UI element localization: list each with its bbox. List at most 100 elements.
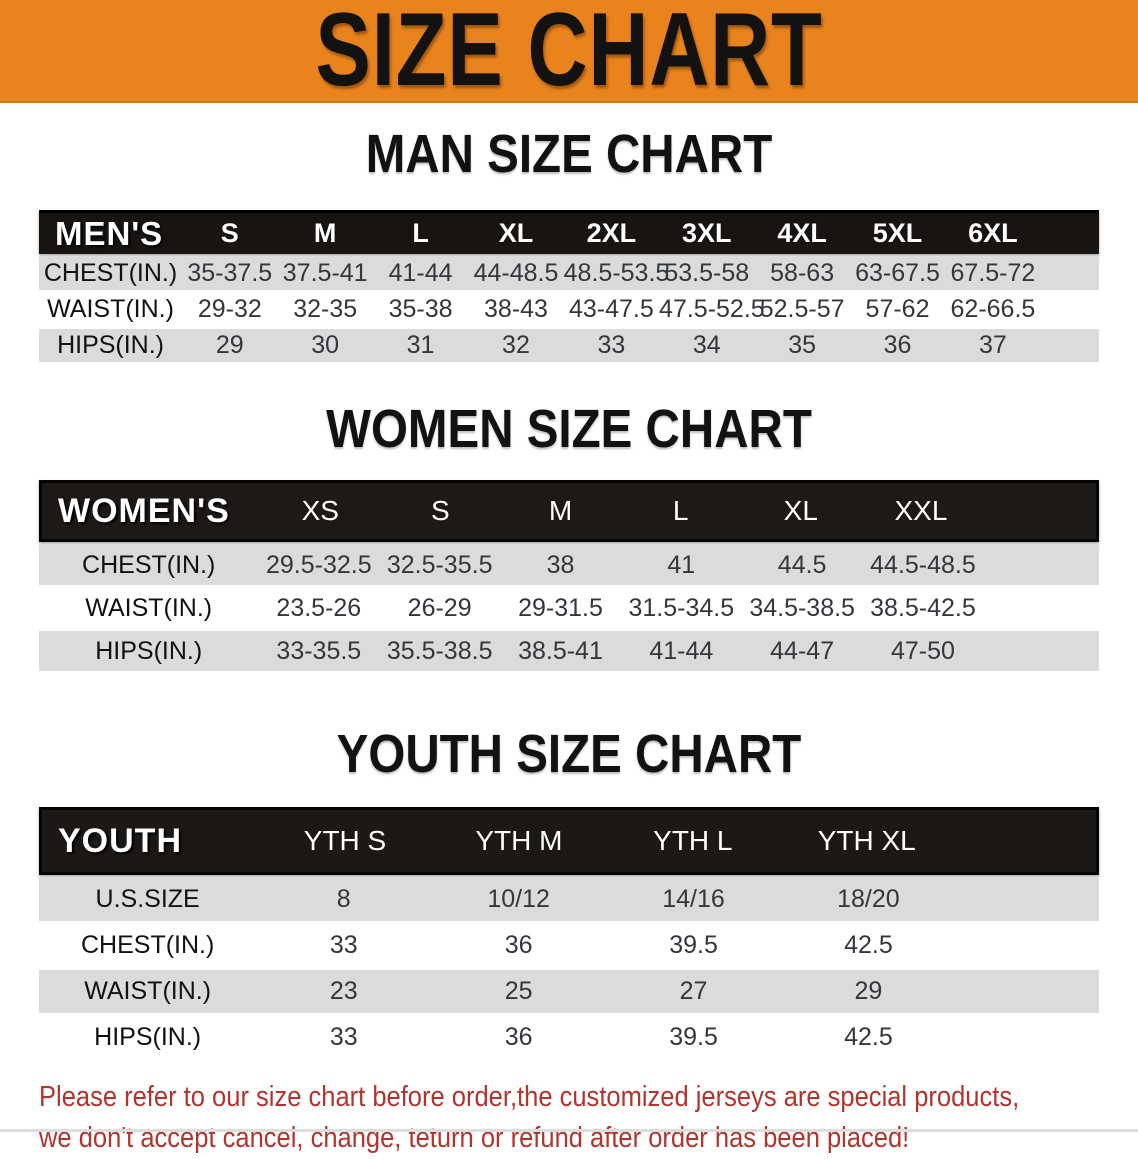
- table-cell: 29-31.5: [518, 593, 603, 622]
- table-cell: 30: [311, 331, 340, 359]
- men-size-table: MEN'S S M L XL 2XL 3XL 4XL 5XL 6XL CHEST…: [39, 210, 1099, 362]
- men-table-header-row: MEN'S S M L XL 2XL 3XL 4XL 5XL 6XL: [39, 210, 1099, 254]
- column-header: 6XL: [968, 218, 1018, 248]
- table-cell: 63-67.5: [855, 259, 940, 287]
- table-cell: 34.5-38.5: [749, 593, 855, 622]
- page-title: SIZE CHART: [315, 0, 823, 108]
- row-label: U.S.SIZE: [95, 885, 200, 913]
- table-cell: 23.5-26: [276, 593, 362, 622]
- youth-waist-row: WAIST(IN.) 23 25 27 29: [39, 970, 1099, 1013]
- row-label: HIPS(IN.): [57, 331, 165, 359]
- table-cell: 58-63: [770, 259, 835, 287]
- men-table-title: MEN'S: [55, 214, 164, 252]
- table-cell: 38: [546, 550, 575, 579]
- table-cell: 35: [788, 331, 817, 359]
- table-cell: 44-47: [770, 636, 835, 665]
- table-cell: 44-48.5: [473, 259, 559, 287]
- men-heading-text: MAN SIZE CHART: [365, 124, 773, 184]
- column-header: YTH M: [475, 825, 563, 856]
- table-cell: 32-35: [293, 295, 358, 323]
- table-cell: 42.5: [844, 931, 893, 959]
- column-header: YTH XL: [817, 825, 916, 856]
- banner: SIZE CHART: [0, 0, 1138, 103]
- women-heading-text: WOMEN SIZE CHART: [326, 399, 812, 459]
- column-header: S: [220, 218, 239, 248]
- column-header: XL: [498, 218, 534, 248]
- table-cell: 38.5-41: [518, 636, 603, 665]
- men-waist-row: WAIST(IN.) 29-32 32-35 35-38 38-43 43-47…: [39, 293, 1099, 326]
- table-cell: 41-44: [649, 636, 714, 665]
- table-cell: 41: [667, 550, 696, 579]
- column-header: L: [672, 495, 689, 526]
- table-cell: 29: [854, 977, 883, 1005]
- table-cell: 47.5-52.5: [659, 295, 765, 323]
- men-section-heading: MAN SIZE CHART: [0, 123, 1138, 185]
- women-table-header-row: WOMEN'S XS S M L XL XXL: [39, 480, 1099, 542]
- youth-section-heading: YOUTH SIZE CHART: [0, 723, 1138, 785]
- youth-heading-text: YOUTH SIZE CHART: [336, 724, 802, 784]
- table-cell: 8: [336, 885, 351, 913]
- table-cell: 32: [502, 331, 530, 359]
- table-cell: 62-66.5: [950, 295, 1036, 323]
- column-header: XXL: [894, 495, 948, 526]
- row-label: HIPS(IN.): [94, 1023, 202, 1051]
- women-section-heading: WOMEN SIZE CHART: [0, 398, 1138, 460]
- youth-table-header-row: YOUTH YTH S YTH M YTH L YTH XL: [39, 807, 1099, 875]
- table-cell: 53.5-58: [664, 259, 750, 287]
- table-cell: 31.5-34.5: [628, 593, 735, 622]
- table-cell: 35.5-38.5: [386, 636, 493, 665]
- table-cell: 18/20: [837, 885, 900, 913]
- women-hips-row: HIPS(IN.) 33-35.5 35.5-38.5 38.5-41 41-4…: [39, 631, 1099, 671]
- column-header: 4XL: [777, 218, 827, 248]
- column-header: M: [548, 495, 573, 526]
- table-cell: 38-43: [483, 295, 548, 323]
- table-cell: 43-47.5: [568, 295, 654, 323]
- table-cell: 31: [406, 331, 435, 359]
- table-cell: 39.5: [669, 1023, 718, 1051]
- table-cell: 57-62: [865, 295, 930, 323]
- column-header: XS: [301, 495, 339, 526]
- table-cell: 35-38: [388, 295, 453, 323]
- table-cell: 36: [883, 331, 912, 359]
- table-cell: 29.5-32.5: [266, 550, 372, 579]
- column-header: YTH L: [653, 825, 733, 856]
- table-cell: 29: [215, 331, 244, 359]
- women-table-title: WOMEN'S: [58, 491, 230, 530]
- row-label: WAIST(IN.): [47, 295, 174, 323]
- column-header: M: [313, 218, 337, 248]
- table-cell: 41-44: [388, 259, 453, 287]
- table-cell: 37: [979, 331, 1007, 359]
- table-cell: 42.5: [844, 1023, 893, 1051]
- youth-size-table: YOUTH YTH S YTH M YTH L YTH XL U.S.SIZE …: [39, 807, 1099, 1059]
- table-cell: 25: [504, 977, 533, 1005]
- table-cell: 29-32: [197, 295, 262, 323]
- table-cell: 33: [329, 931, 358, 959]
- table-cell: 10/12: [487, 885, 550, 913]
- row-label: CHEST(IN.): [80, 931, 215, 959]
- disclaimer-line-2: we don't accept cancel, change, teturn o…: [39, 1122, 910, 1154]
- row-label: CHEST(IN.): [82, 550, 216, 579]
- column-header: 2XL: [586, 218, 637, 248]
- table-cell: 33: [329, 1023, 358, 1051]
- women-chest-row: CHEST(IN.) 29.5-32.5 32.5-35.5 38 41 44.…: [39, 545, 1099, 585]
- table-cell: 44.5: [777, 550, 827, 579]
- men-chest-row: CHEST(IN.) 35-37.5 37.5-41 41-44 44-48.5…: [39, 257, 1099, 290]
- column-header: YTH S: [303, 825, 387, 856]
- row-label: CHEST(IN.): [43, 259, 178, 287]
- table-cell: 33: [597, 331, 626, 359]
- table-cell: 36: [504, 1023, 533, 1051]
- youth-chest-row: CHEST(IN.) 33 36 39.5 42.5: [39, 924, 1099, 967]
- row-label: WAIST(IN.): [84, 977, 212, 1005]
- women-waist-row: WAIST(IN.) 23.5-26 26-29 29-31.5 31.5-34…: [39, 588, 1099, 628]
- table-cell: 38.5-42.5: [870, 593, 976, 622]
- column-header: 3XL: [681, 218, 732, 248]
- column-header: L: [412, 218, 429, 248]
- table-cell: 23: [329, 977, 358, 1005]
- table-cell: 27: [679, 977, 708, 1005]
- youth-table-title: YOUTH: [58, 821, 182, 860]
- bottom-edge-line: [0, 1129, 1138, 1132]
- table-cell: 37.5-41: [282, 259, 368, 287]
- men-hips-row: HIPS(IN.) 29 30 31 32 33 34 35 36 37: [39, 329, 1099, 362]
- table-cell: 14/16: [662, 885, 725, 913]
- table-cell: 36: [504, 931, 533, 959]
